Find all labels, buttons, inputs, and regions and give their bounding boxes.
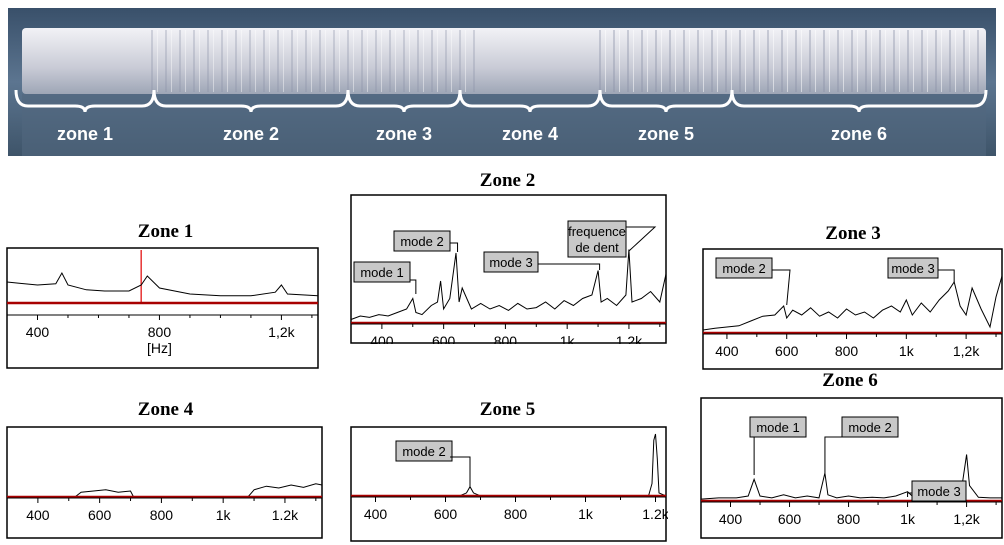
zone-labels: zone 1 zone 2 zone 3 zone 4 zone 5 zone 6: [57, 124, 887, 144]
annotation-box: [749, 416, 807, 438]
zone-bracket: [458, 89, 602, 113]
spectrum-trace: [6, 271, 319, 297]
x-tick-label: 400: [370, 333, 394, 344]
x-tick-label: 600: [434, 506, 458, 522]
spectrum-trace: [702, 275, 1003, 331]
annotation-label: mode 2: [722, 261, 765, 276]
annotation-leader: [626, 226, 657, 252]
zone-bracket: [598, 89, 734, 113]
x-tick-label: 1k: [216, 507, 232, 523]
annotation-label: mode 2: [402, 444, 445, 459]
chart-zone1: 400 800 1,2k [Hz]: [6, 247, 319, 369]
x-tick-label: 1k: [578, 506, 594, 522]
annotation-box: [841, 416, 899, 438]
x-tick-label: 400: [26, 507, 50, 523]
annotation-leader: [753, 436, 770, 475]
x-tick-label: 1.2k: [272, 507, 299, 523]
zone-bracket: [14, 89, 156, 113]
x-tick-label: 1k: [900, 511, 916, 527]
annotation-label: de dent: [575, 240, 619, 255]
x-tick-label: 400: [364, 506, 388, 522]
zone4-title: Zone 4: [137, 399, 194, 420]
x-tick-label: 1,2k: [616, 333, 643, 344]
x-tick-label: 400: [26, 324, 50, 340]
zone-label: zone 2: [223, 124, 279, 144]
annotation-label: frequence: [568, 224, 626, 239]
annotation-label: mode 3: [917, 484, 960, 499]
zone-label: zone 5: [638, 124, 694, 144]
x-tick-label: 1k: [899, 343, 915, 359]
annotation-leader: [450, 456, 471, 488]
zone-label: zone 4: [502, 124, 558, 144]
x-tick-label: 800: [837, 511, 861, 527]
x-tick-label: 600: [88, 507, 112, 523]
zone6-title: Zone 6: [822, 370, 878, 391]
zone-bracket: [346, 89, 462, 113]
zone2-title: Zone 2: [479, 170, 536, 191]
zone5-title: Zone 5: [479, 399, 536, 420]
annotation-label: mode 2: [848, 420, 891, 435]
annotation-box: [483, 251, 539, 273]
chart-zone3: 400 600 800 1k 1,2k mode 2 mode 3: [702, 248, 1003, 370]
zone3-title: Zone 3: [825, 223, 881, 244]
x-tick-label: 1,2k: [268, 324, 295, 340]
annotation-leader: [772, 269, 791, 306]
annotation-box: [393, 230, 451, 252]
annotation-leader: [450, 242, 459, 252]
chart-zone2: 400 600 800 1k 1,2k mode 1 mode 2 mode 3 frequen…: [350, 194, 667, 344]
annotation-leader: [907, 492, 912, 497]
x-tick-label: 800: [504, 506, 528, 522]
plot-frame: [6, 426, 323, 539]
annotation-box: [715, 257, 773, 279]
annotation-label: mode 3: [891, 261, 934, 276]
x-tick-label: 400: [719, 511, 743, 527]
chart-zone5: 400 600 800 1k 1.2k mode 2: [350, 426, 668, 542]
x-axis-label: [Hz]: [147, 340, 172, 356]
annotation-leader: [824, 436, 860, 473]
x-tick-label: 1k: [560, 333, 576, 344]
x-tick-label: 800: [148, 324, 172, 340]
x-tick-label: 600: [778, 511, 802, 527]
x-tick-label: 800: [150, 507, 174, 523]
x-tick-label: 1,2k: [953, 343, 980, 359]
zone-label: zone 3: [376, 124, 432, 144]
spectrum-trace: [350, 249, 667, 320]
annotation-label: mode 1: [756, 420, 799, 435]
annotation-box: [567, 220, 627, 258]
chart-zone4: 400 600 800 1k 1.2k: [6, 426, 323, 539]
zone-bracket: [730, 89, 988, 113]
x-tick-label: 1.2k: [642, 506, 668, 522]
plot-frame: [6, 247, 319, 369]
annotation-box: [353, 261, 411, 283]
annotation-label: mode 3: [489, 255, 532, 270]
zone-label: zone 6: [831, 124, 887, 144]
annotation-leader: [538, 263, 601, 270]
zone-bracket: [152, 89, 350, 113]
surface-photo: zone 1 zone 2 zone 3 zone 4 zone 5 zone 6: [8, 8, 996, 156]
annotation-leader: [938, 269, 955, 282]
x-tick-label: 600: [432, 333, 456, 344]
x-tick-label: 800: [494, 333, 518, 344]
zone1-title: Zone 1: [137, 221, 194, 242]
annotation-label: mode 2: [400, 234, 443, 249]
annotation-box: [887, 257, 939, 279]
annotation-box: [395, 440, 453, 462]
x-tick-label: 1,2k: [953, 511, 980, 527]
annotation-box: [911, 480, 967, 502]
x-tick-label: 800: [835, 343, 859, 359]
zone-label: zone 1: [57, 124, 113, 144]
annotation-leader: [410, 279, 417, 294]
chart-zone6: 400 600 800 1k 1,2k mode 1 mode 2 mode 3: [700, 397, 1003, 539]
x-tick-label: 600: [775, 343, 799, 359]
annotation-label: mode 1: [360, 265, 403, 280]
x-tick-label: 400: [715, 343, 739, 359]
